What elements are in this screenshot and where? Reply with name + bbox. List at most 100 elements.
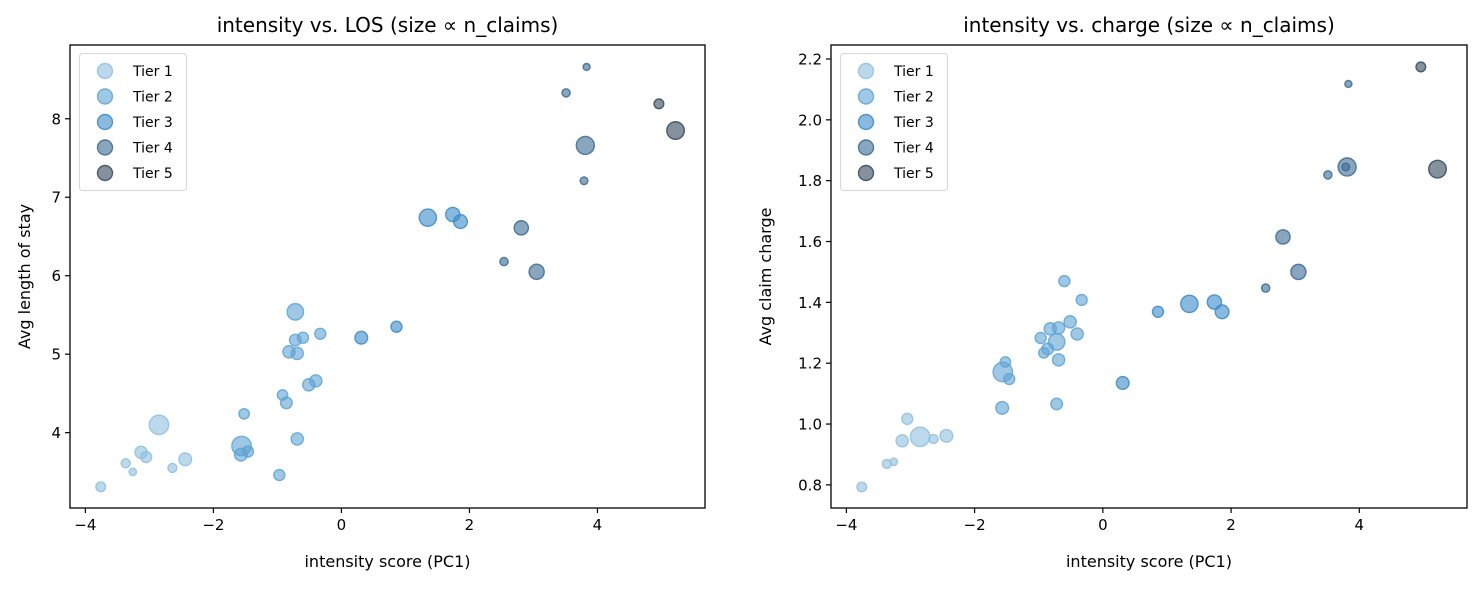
y-axis-label: Avg length of stay — [15, 204, 34, 349]
legend-label: Tier 2 — [132, 90, 173, 106]
y-axis-label: Avg claim charge — [756, 208, 775, 346]
legend-marker-tier-5 — [96, 164, 114, 182]
data-point-tier-1 — [167, 462, 178, 474]
axes-frame — [830, 44, 1468, 509]
data-point-tier-1 — [120, 458, 131, 469]
data-point-tier-5 — [1428, 159, 1448, 179]
y-tick-label: 7 — [51, 189, 61, 207]
data-point-tier-4 — [1341, 162, 1351, 172]
axes-frame — [69, 44, 706, 509]
data-points — [856, 61, 1448, 493]
x-tick-label: −4 — [835, 516, 857, 534]
legend-marker-tier-2 — [96, 88, 114, 105]
data-point-tier-4 — [1275, 229, 1291, 245]
data-point-tier-2 — [1050, 397, 1064, 411]
data-point-tier-4 — [499, 256, 509, 267]
legend-marker-tier-4 — [857, 139, 875, 156]
data-point-tier-5 — [666, 121, 686, 141]
data-point-tier-2 — [1063, 315, 1077, 329]
data-point-tier-2 — [279, 396, 293, 410]
data-point-tier-2 — [1058, 274, 1071, 288]
legend-label: Tier 5 — [132, 166, 173, 182]
chart-2: intensity vs. charge (size ∝ n_claims) −4… — [756, 13, 1468, 571]
x-tick-label: −2 — [964, 516, 986, 534]
data-point-tier-2 — [1051, 321, 1066, 335]
data-points — [95, 62, 686, 493]
y-tick-label: 1.0 — [798, 416, 822, 434]
data-point-tier-3 — [390, 320, 403, 333]
data-point-tier-3 — [1214, 304, 1230, 320]
legend-marker-tier-2 — [857, 88, 875, 105]
data-point-tier-3 — [1115, 375, 1130, 391]
legend-marker-tier-5 — [857, 164, 875, 182]
y-tick-label: 1.8 — [798, 172, 822, 190]
x-tick-label: 2 — [465, 516, 475, 534]
data-point-tier-2 — [296, 331, 310, 344]
data-point-tier-5 — [1415, 61, 1427, 73]
legend-label: Tier 1 — [893, 64, 934, 80]
data-point-tier-1 — [928, 433, 939, 445]
legend-marker-tier-4 — [96, 139, 114, 156]
data-point-tier-3 — [452, 214, 469, 230]
legend-marker-tier-3 — [857, 113, 875, 131]
x-axis-label: intensity score (PC1) — [304, 552, 470, 571]
legend-label: Tier 4 — [132, 141, 173, 157]
x-tick-label: 0 — [1098, 516, 1108, 534]
legend-label: Tier 4 — [893, 141, 934, 157]
data-point-tier-2 — [1047, 333, 1066, 351]
data-point-tier-1 — [939, 428, 954, 443]
data-point-tier-3 — [354, 330, 369, 345]
data-point-tier-2 — [1051, 353, 1066, 367]
y-tick-label: 1.6 — [798, 233, 822, 251]
data-point-tier-4 — [1323, 170, 1333, 180]
legend-marker-tier-3 — [96, 113, 114, 131]
data-point-tier-2 — [1070, 327, 1084, 341]
data-point-tier-1 — [128, 467, 138, 477]
y-tick-label: 6 — [51, 267, 61, 285]
x-tick-label: −2 — [202, 516, 224, 534]
legend: Tier 1 Tier 2 Tier 3 Tier 4 Tier 5 — [79, 53, 187, 191]
data-point-tier-2 — [314, 327, 327, 340]
data-point-tier-2 — [273, 468, 286, 482]
y-tick-label: 2.2 — [798, 50, 822, 68]
data-point-tier-2 — [309, 374, 323, 388]
data-point-tier-1 — [889, 457, 899, 467]
data-point-tier-4 — [582, 62, 591, 72]
data-point-tier-3 — [1180, 294, 1199, 314]
y-tick-label: 5 — [51, 346, 61, 364]
legend-marker-tier-1 — [857, 62, 875, 80]
chart-title: intensity vs. charge (size ∝ n_claims) — [963, 13, 1335, 37]
legend-label: Tier 3 — [132, 115, 173, 131]
x-tick-label: 4 — [1355, 516, 1365, 534]
data-point-tier-4 — [513, 220, 530, 236]
legend-label: Tier 1 — [132, 64, 173, 80]
y-tick-label: 4 — [51, 424, 61, 442]
legend-label: Tier 3 — [893, 115, 934, 131]
data-point-tier-1 — [148, 414, 170, 436]
chart-1: intensity vs. LOS (size ∝ n_claims) −4 −2 0… — [15, 13, 706, 571]
legend: Tier 1 Tier 2 Tier 3 Tier 4 Tier 5 — [840, 53, 948, 191]
data-point-tier-4 — [575, 135, 595, 156]
x-tick-label: 2 — [1226, 516, 1236, 534]
x-axis-label: intensity score (PC1) — [1066, 552, 1232, 571]
data-point-tier-4 — [579, 176, 589, 186]
data-point-tier-2 — [238, 407, 250, 420]
y-tick-label: 1.4 — [798, 294, 822, 312]
data-point-tier-2 — [290, 346, 305, 361]
data-point-tier-2 — [290, 432, 305, 446]
data-point-tier-1 — [139, 450, 153, 464]
data-point-tier-4 — [1290, 263, 1307, 281]
data-point-tier-1 — [909, 426, 931, 448]
data-point-tier-1 — [901, 412, 914, 426]
data-point-tier-1 — [856, 481, 868, 493]
legend-box — [79, 53, 187, 191]
data-point-tier-1 — [178, 452, 193, 467]
data-point-tier-2 — [995, 400, 1010, 415]
data-point-tier-1 — [895, 433, 909, 448]
data-point-tier-2 — [241, 445, 255, 458]
y-tick-label: 2.0 — [798, 111, 822, 129]
data-point-tier-2 — [286, 302, 305, 321]
data-point-tier-3 — [418, 208, 438, 227]
data-point-tier-3 — [1151, 305, 1165, 318]
